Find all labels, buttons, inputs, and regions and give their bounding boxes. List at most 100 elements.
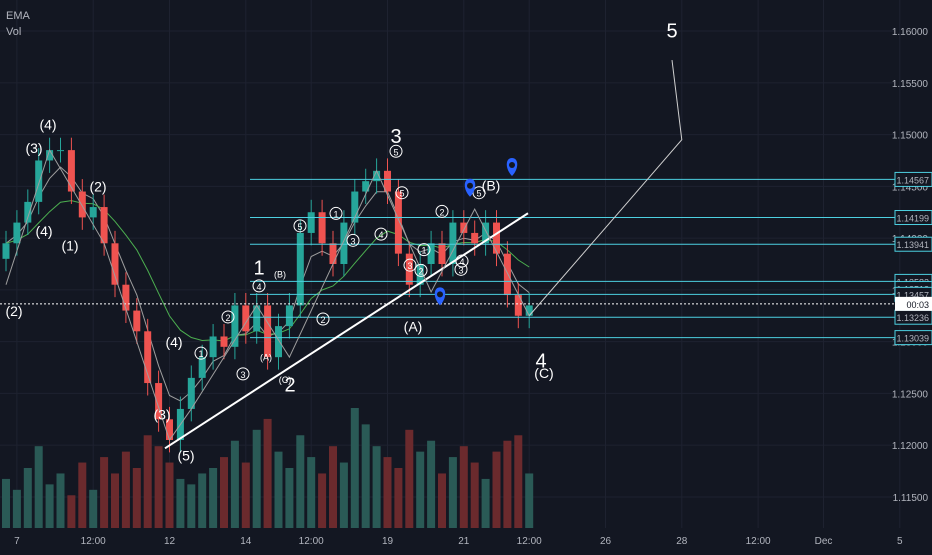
volume-bar — [111, 473, 119, 528]
candle-body — [24, 201, 32, 223]
time-tick-label: 12:00 — [746, 536, 771, 547]
price-tick-label: 1.12000 — [892, 441, 929, 452]
volume-bar — [89, 489, 98, 528]
volume-bar — [514, 435, 523, 528]
candle-body — [340, 222, 348, 264]
wave-circle — [293, 219, 307, 233]
candle-body — [503, 253, 511, 296]
time-tick-label: 12:00 — [517, 536, 542, 547]
wave-label: (C) — [534, 365, 553, 381]
volume-bar — [329, 446, 337, 528]
volume-bar — [296, 435, 305, 528]
volume-bar — [438, 473, 446, 528]
price-tick-label: 1.11500 — [893, 493, 929, 504]
small-wave-label: 5 — [399, 189, 404, 199]
volume-bar — [503, 440, 512, 528]
small-wave-label: 4 — [459, 257, 464, 267]
small-wave-label: 3 — [350, 236, 355, 246]
marker-dot — [437, 291, 443, 298]
volume-bar — [2, 478, 10, 528]
price-badge-label: 1.13039 — [896, 334, 929, 344]
candle-body — [122, 284, 130, 311]
volume-bar — [154, 446, 163, 528]
price-badge — [894, 330, 932, 346]
candle-body — [275, 326, 282, 358]
candle-body — [78, 191, 86, 218]
volume-bar — [416, 451, 425, 528]
candle-body — [405, 253, 413, 285]
wave-circle — [389, 144, 403, 158]
volume-bar — [318, 473, 327, 528]
time-tick-label: 12 — [164, 536, 176, 547]
trendline — [164, 212, 529, 450]
sub-wave-label: (A) — [260, 352, 272, 362]
volume-bar — [263, 418, 272, 528]
wave-circle — [414, 263, 428, 277]
time-tick-label: 21 — [458, 536, 470, 547]
time-tick-label: 12:00 — [81, 536, 106, 547]
candle-body — [362, 181, 370, 192]
wave-label: (B) — [482, 177, 501, 193]
price-tick-label: 1.12500 — [892, 389, 929, 400]
volume-bar — [12, 489, 21, 528]
price-badge-label: 1.13941 — [896, 240, 929, 250]
time-tick-label: 12:00 — [299, 536, 324, 547]
price-badge — [894, 236, 932, 252]
candle-body — [166, 419, 173, 440]
price-badge — [894, 171, 932, 187]
volume-bar — [525, 473, 534, 528]
time-tick-label: 7 — [14, 536, 20, 547]
price-badge-label: 1.14567 — [896, 175, 929, 185]
candle-body — [416, 264, 424, 285]
volume-bar — [187, 484, 196, 528]
volume-bar — [394, 468, 403, 528]
wave-circle — [455, 254, 469, 268]
wave-label: (3) — [153, 406, 170, 422]
countdown-label: 00:03 — [906, 300, 929, 310]
candle-body — [231, 305, 239, 347]
candle-body — [2, 243, 10, 259]
volume-bar — [405, 429, 414, 528]
volume-bar — [307, 457, 316, 528]
volume-bar — [132, 468, 141, 528]
candle-body — [394, 191, 402, 254]
volume-bar — [67, 495, 76, 528]
small-wave-label: 3 — [458, 265, 463, 275]
candle-body — [482, 222, 490, 244]
time-tick-label: 19 — [382, 536, 394, 547]
small-wave-label: 5 — [476, 189, 481, 199]
wave-label: 1 — [253, 257, 264, 279]
price-tick-label: 1.16000 — [892, 27, 929, 38]
volume-bar — [361, 424, 370, 528]
current-price-badge — [895, 296, 932, 311]
small-wave-label: 5 — [393, 147, 398, 157]
wave-label: (A) — [404, 318, 423, 334]
candle-body — [187, 377, 195, 409]
price-badge — [894, 210, 932, 226]
small-wave-label: 4 — [378, 230, 383, 240]
candle-body — [525, 305, 533, 316]
wave-label: 4 — [535, 351, 546, 373]
wave-circle — [252, 279, 266, 293]
candle-body — [111, 243, 119, 285]
volume-bar — [241, 462, 250, 528]
wave-circle — [454, 262, 468, 276]
candle-body — [514, 295, 522, 316]
small-wave-label: 1 — [333, 209, 338, 219]
volume-bar — [45, 484, 54, 528]
volume-bar — [121, 451, 130, 528]
small-wave-label: 3 — [407, 261, 412, 271]
volume-bar — [230, 440, 239, 528]
candle-body — [427, 243, 435, 264]
volume-bar — [23, 468, 32, 528]
wave-circle — [346, 233, 360, 247]
candle-body — [307, 212, 315, 233]
candle-body — [46, 150, 54, 161]
small-wave-label: 4 — [256, 282, 261, 292]
small-wave-label: 3 — [240, 370, 245, 380]
volume-bar — [198, 473, 207, 528]
volume-bar — [220, 457, 228, 528]
small-wave-label: 5 — [297, 222, 302, 232]
